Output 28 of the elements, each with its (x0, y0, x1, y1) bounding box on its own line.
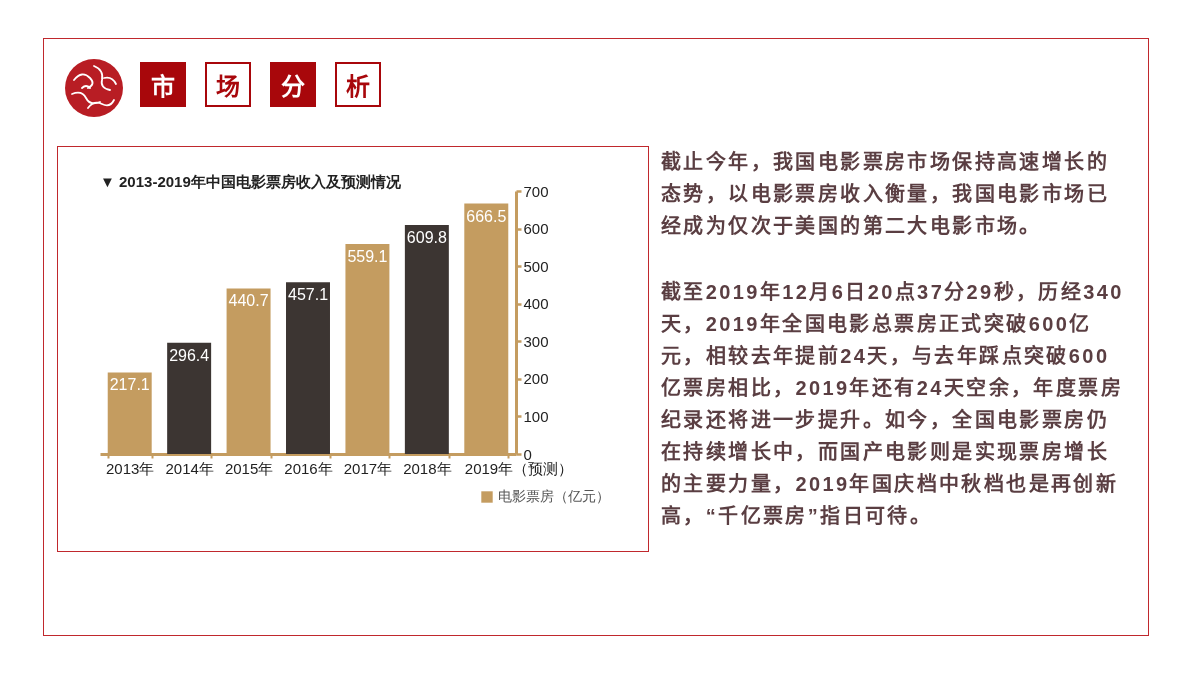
data-label: 296.4 (169, 346, 210, 364)
bar (404, 224, 449, 454)
text: 截至2019年12月6日20点37分29秒，历经340天，2019年全国电影总票房正式突破600亿元，相较去年提前24天，与去年踩点突破600亿票房相比，2019年还有24天空余，年度票房纪录还将进一步提升。如今，全国电影票房仍在持续增长中，而国产电影则是实现票房增长的主要力量，2019年国庆档中秋档也是再创新高，“千亿票房”指日可待。 (661, 279, 1125, 529)
x-tick-label: 2018年 (403, 459, 452, 477)
y-tick-label: 600 (523, 220, 549, 238)
y-tick-label: 400 (523, 295, 549, 313)
chart-title: 市场分析 (151, 73, 370, 101)
y-tick-label: 100 (523, 407, 549, 425)
chart-subtitle: ▼ 2013-2019年中国电影票房收入及预测情况 (100, 173, 402, 190)
y-tick-label: 500 (523, 257, 549, 275)
text: 截止今年，我国电影票房市场保持高速增长的态势，以电影票房收入衡量，我国电影市场已经成为仅次于美国的第二大电影市场。 (661, 149, 1110, 239)
data-label: 609.8 (406, 228, 447, 246)
data-label: 217.1 (109, 376, 150, 394)
bar (167, 342, 212, 454)
x-tick-label: 2016年 (284, 459, 333, 477)
y-tick-label: 700 (523, 182, 549, 200)
y-tick-label: 300 (523, 332, 549, 350)
data-label: 559.1 (347, 247, 388, 265)
x-tick-label: 2015年 (224, 459, 274, 477)
y-tick-label: 200 (523, 370, 549, 388)
data-label: 666.5 (466, 207, 507, 225)
x-tick-label: 2017年 (343, 459, 393, 477)
x-tick-label: 2014年 (165, 459, 214, 477)
bar (286, 282, 330, 454)
data-label: 457.1 (287, 286, 329, 304)
legend-label: 电影票房（亿元） (498, 488, 610, 504)
data-label: 440.7 (228, 292, 269, 310)
x-tick-label: 2013年 (106, 459, 155, 477)
